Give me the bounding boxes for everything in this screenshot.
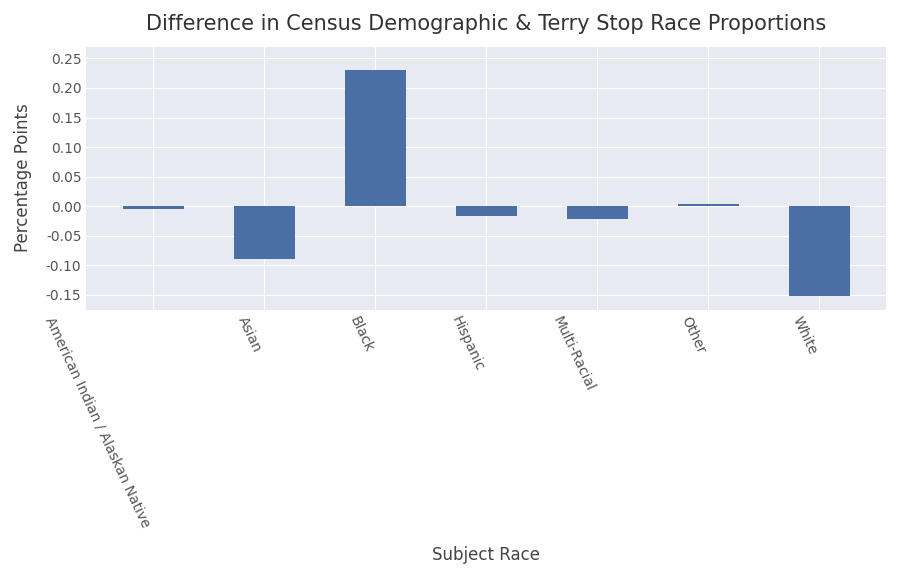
Bar <box>234 206 294 260</box>
Bar <box>455 206 517 216</box>
Y-axis label: Percentage Points: Percentage Points <box>14 103 32 253</box>
Bar <box>788 206 850 296</box>
Bar <box>122 206 184 209</box>
X-axis label: Subject Race: Subject Race <box>432 546 540 564</box>
Bar <box>345 70 406 206</box>
Bar <box>678 205 739 206</box>
Title: Difference in Census Demographic & Terry Stop Race Proportions: Difference in Census Demographic & Terry… <box>146 14 826 34</box>
Bar <box>567 206 627 219</box>
